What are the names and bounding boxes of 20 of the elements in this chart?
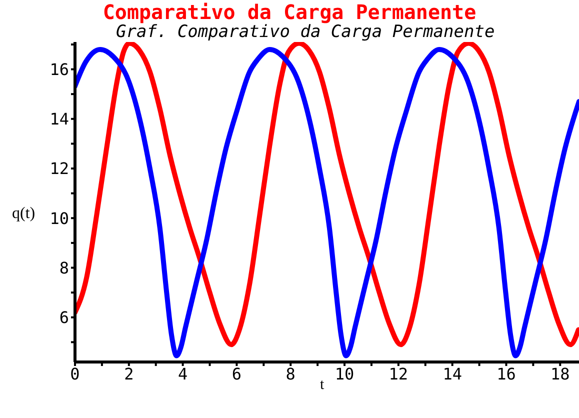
x-tick-label: 8 <box>286 364 296 384</box>
x-tick-label: 12 <box>388 364 408 384</box>
y-tick-label: 12 <box>50 159 69 178</box>
y-tick-label: 8 <box>59 258 69 278</box>
y-axis-title: q(t) <box>12 205 36 223</box>
x-tick-label: 10 <box>334 364 354 384</box>
x-tick-label: 2 <box>124 364 134 384</box>
x-tick-label: 18 <box>550 364 570 384</box>
x-tick-label: 16 <box>496 364 516 384</box>
x-axis-title: t <box>320 376 324 394</box>
chart-subtitle: Graf. Comparativo da Carga Permanente <box>116 22 495 42</box>
chart-title: Comparativo da Carga Permanente <box>102 0 478 24</box>
x-tick-label: 4 <box>178 364 188 384</box>
y-tick-label: 6 <box>59 308 69 328</box>
x-tick-label: 14 <box>442 364 462 384</box>
y-tick-label: 16 <box>50 60 69 79</box>
y-tick-label: 14 <box>50 110 69 129</box>
x-tick-label: 6 <box>232 364 242 384</box>
y-tick-label: 10 <box>50 208 69 228</box>
x-tick-label: 0 <box>70 364 80 384</box>
